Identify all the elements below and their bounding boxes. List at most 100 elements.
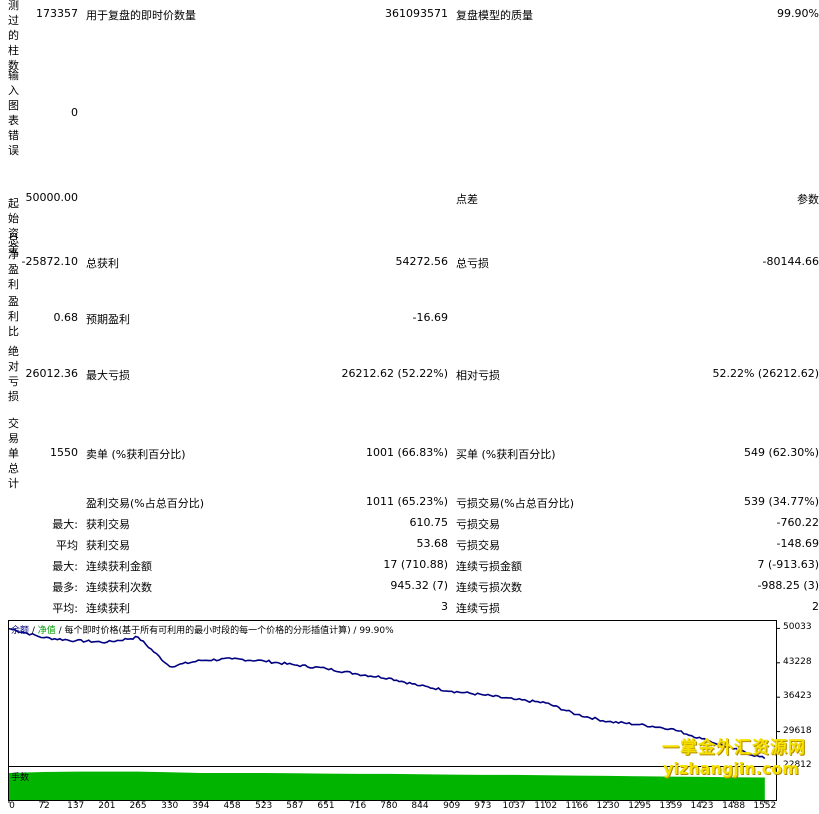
- largest-profit-label: 获利交易: [86, 518, 130, 531]
- max-consec-wins-value: 17 (710.88): [383, 558, 448, 571]
- volume-label: 手数: [11, 773, 30, 783]
- long-trades-label: 买单 (%获利百分比): [456, 448, 556, 461]
- x-tick-label: 780: [380, 801, 398, 811]
- avg-profit-label: 获利交易: [86, 539, 130, 552]
- balance-series: [8, 627, 766, 760]
- quality-value: 99.90%: [777, 7, 819, 20]
- expected-payoff-value: -16.69: [412, 311, 448, 324]
- label-input-errors: 输入图表错误: [8, 69, 19, 157]
- label-initial-deposit: 起始资金: [8, 197, 19, 255]
- largest-profit-value: 610.75: [409, 516, 449, 529]
- x-axis-ticks: [8, 800, 766, 803]
- label-net-profit: 总净盈利: [8, 233, 19, 291]
- y-tick-label: 22812: [783, 760, 812, 770]
- x-tick-label: 72: [38, 801, 50, 811]
- x-tick-label: 1359: [659, 801, 683, 811]
- abs-drawdown-value: 26012.36: [25, 367, 79, 380]
- max-consec-losses-value: 7 (-913.63): [757, 558, 819, 571]
- max-consec-wins-label: 连续获利金额: [86, 560, 152, 573]
- avg-consec-losses-value: 2: [812, 600, 819, 613]
- largest-prefix: 最大:: [52, 518, 78, 531]
- max-prefix: 最大:: [52, 560, 78, 573]
- avg-loss-value: -148.69: [776, 537, 819, 550]
- maximal-consec-loss-label: 连续亏损次数: [456, 581, 522, 594]
- gross-loss-value: -80144.66: [762, 255, 819, 268]
- x-tick-label: 394: [192, 801, 210, 811]
- balance-chart-panel: 余额 / 净值 / 每个即时价格(基于所有可利用的最小时段的每一个价格的分形插值…: [8, 620, 816, 811]
- total-trades-value: 1550: [50, 446, 78, 459]
- x-tick-label: 0: [9, 801, 15, 811]
- legend-sep: /: [29, 626, 38, 636]
- x-tick-label: 716: [349, 801, 367, 811]
- profit-trades-value: 1011 (65.23%): [365, 495, 448, 508]
- x-tick-label: 201: [98, 801, 116, 811]
- x-tick-label: 651: [317, 801, 335, 811]
- x-tick-label: 137: [67, 801, 85, 811]
- rel-drawdown-value: 52.22% (26212.62): [712, 367, 819, 380]
- maximal-consec-profit-label: 连续获利次数: [86, 581, 152, 594]
- profit-factor-value: 0.68: [53, 311, 79, 324]
- gross-profit-value: 54272.56: [395, 255, 449, 268]
- legend-equity: 净值: [37, 626, 56, 636]
- x-tick-label: 1166: [565, 801, 589, 811]
- y-tick-label: 50033: [783, 622, 812, 633]
- y-tick-label: 36423: [783, 691, 812, 702]
- rel-drawdown-label: 相对亏损: [456, 369, 500, 382]
- ticks-value: 361093571: [385, 7, 448, 20]
- deposit-value: 50000.00: [25, 191, 79, 204]
- gross-loss-label: 总亏损: [456, 257, 489, 270]
- avg-consec-prefix: 平均:: [52, 602, 78, 615]
- x-tick-label: 1102: [534, 801, 558, 811]
- expected-payoff-label: 预期盈利: [86, 313, 130, 326]
- volume-area: [9, 771, 765, 800]
- avg-loss-label: 亏损交易: [456, 539, 500, 552]
- max-drawdown-value: 26212.62 (52.22%): [341, 367, 448, 380]
- y-tick-label: 29618: [783, 725, 812, 736]
- quality-label: 复盘模型的质量: [456, 9, 533, 22]
- largest-loss-value: -760.22: [776, 516, 819, 529]
- net-profit-value: -25872.10: [21, 255, 78, 268]
- volume-bars: [9, 771, 765, 800]
- avg-profit-value: 53.68: [416, 537, 449, 550]
- watermark-cn: 一掌金外汇资源网: [662, 738, 806, 758]
- errors-value: 0: [71, 106, 78, 119]
- bars-value: 173357: [36, 7, 78, 20]
- chart-plot-frame: [8, 620, 777, 767]
- balance-chart: [8, 620, 780, 803]
- x-tick-label: 587: [286, 801, 304, 811]
- label-profit-factor: 盈利比: [8, 295, 19, 338]
- maximal-prefix: 最多:: [52, 581, 78, 594]
- avg-consec-wins-label: 连续获利: [86, 602, 130, 615]
- spread-label: 点差: [456, 193, 478, 206]
- loss-trades-label: 亏损交易(%占总百分比): [456, 497, 575, 510]
- x-tick-label: 1295: [628, 801, 652, 811]
- x-tick-label: 265: [129, 801, 147, 811]
- spread-value: 参数: [797, 193, 819, 206]
- max-drawdown-label: 最大亏损: [86, 369, 130, 382]
- legend-description: / 每个即时价格(基于所有可利用的最小时段的每一个价格的分形插值计算) / 99…: [55, 626, 394, 636]
- x-tick-label: 844: [411, 801, 429, 811]
- chart-legend: 余额 / 净值 / 每个即时价格(基于所有可利用的最小时段的每一个价格的分形插值…: [11, 623, 394, 636]
- max-consec-losses-label: 连续亏损金额: [456, 560, 522, 573]
- gross-profit-label: 总获利: [86, 257, 119, 270]
- x-tick-label: 909: [443, 801, 461, 811]
- x-tick-label: 330: [161, 801, 179, 811]
- legend-balance: 余额: [11, 626, 30, 636]
- x-tick-label: 1423: [690, 801, 714, 811]
- maximal-consec-profit-value: 945.32 (7): [390, 579, 448, 592]
- maximal-consec-loss-value: -988.25 (3): [757, 579, 819, 592]
- watermark-en: yizhangjin.com: [663, 759, 799, 778]
- long-trades-value: 549 (62.30%): [743, 446, 819, 459]
- x-tick-label: 1488: [722, 801, 746, 811]
- avg-consec-losses-label: 连续亏损: [456, 602, 500, 615]
- ticks-label: 用于复盘的即时价数量: [86, 9, 196, 22]
- x-tick-label: 973: [474, 801, 492, 811]
- average-prefix: 平均: [56, 539, 78, 552]
- label-total-trades: 交易单总计: [8, 417, 19, 490]
- avg-consec-wins-value: 3: [441, 600, 448, 613]
- y-axis-ticks: [776, 627, 780, 767]
- largest-loss-label: 亏损交易: [456, 518, 500, 531]
- loss-trades-value: 539 (34.77%): [743, 495, 819, 508]
- y-tick-label: 43228: [783, 656, 812, 667]
- balance-line: [8, 627, 766, 760]
